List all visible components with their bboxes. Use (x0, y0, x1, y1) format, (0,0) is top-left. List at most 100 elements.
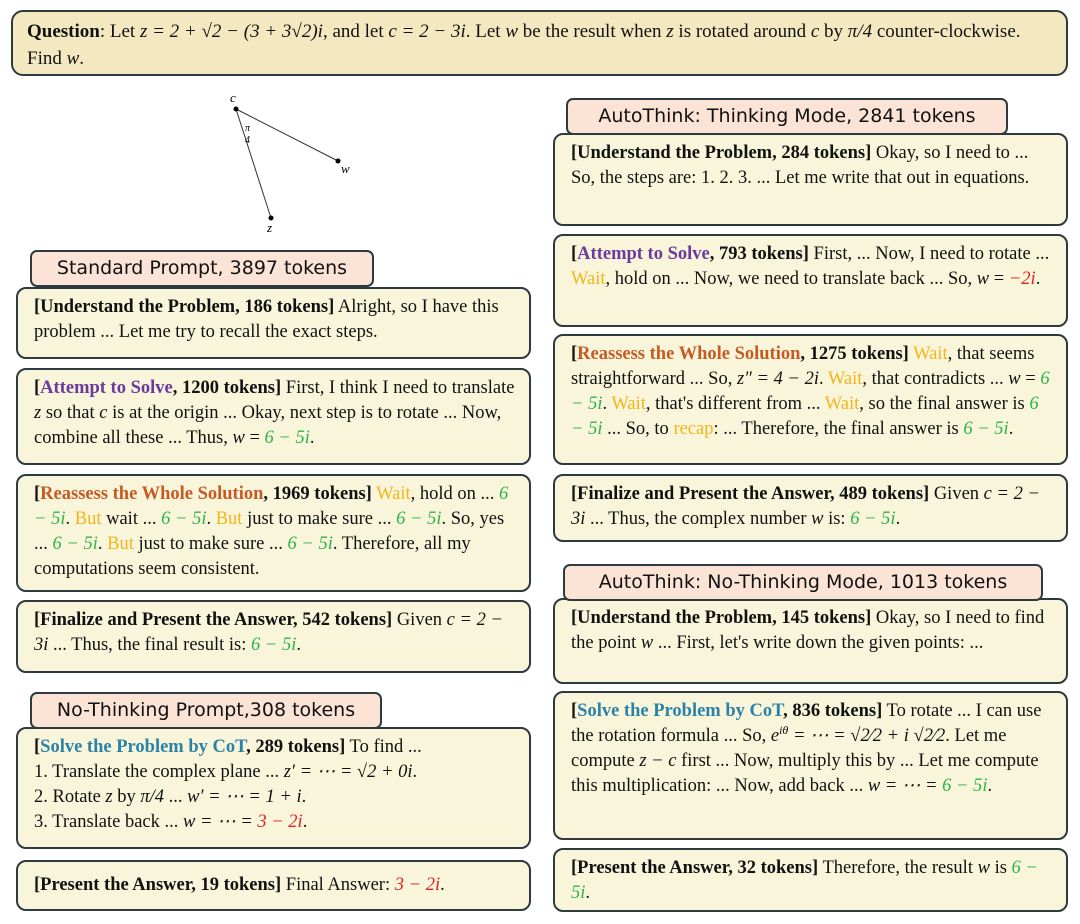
text-segment: . (440, 875, 445, 895)
text-segment: 6 − 5i (396, 509, 442, 529)
point-c (233, 106, 239, 112)
text-segment: is rotated around (673, 21, 811, 42)
text-segment: w (977, 858, 990, 878)
text-segment: z (105, 787, 113, 807)
text-segment: w′ = ⋯ = 1 + i (187, 787, 302, 807)
text-segment: . (585, 883, 591, 903)
text-segment: 6 − 5i (942, 776, 988, 796)
text-segment: Given (392, 610, 447, 630)
text-segment: so that (41, 403, 100, 423)
text-segment: Attempt to Solve (40, 378, 173, 398)
box-text: [Reassess the Whole Solution, 1969 token… (34, 482, 515, 582)
text-segment: be the result when (518, 21, 667, 42)
text-segment: , 1969 tokens] (263, 484, 372, 504)
text-segment: Alright, so I have this problem ... Let … (34, 297, 499, 342)
text-segment: . (309, 428, 315, 448)
segment-c-z (235, 108, 272, 219)
text-segment: ... (164, 787, 188, 807)
box-text: [Present the Answer, 32 tokens] Therefor… (571, 856, 1052, 906)
text-segment: . (1035, 269, 1041, 289)
step-reassess: [Reassess the Whole Solution, 1275 token… (553, 334, 1068, 465)
segment-c-w (235, 108, 339, 162)
label-angle-den: 4 (245, 135, 250, 146)
text-segment: 3 − 2i (257, 812, 303, 832)
text-segment: 6 − 5i (963, 419, 1009, 439)
text-segment: [ (34, 484, 41, 504)
text-segment: . (987, 776, 993, 796)
text-segment: 1. Translate the complex plane ... (34, 762, 284, 782)
text-segment: , 1275 tokens] (800, 344, 909, 364)
text-segment: . (602, 394, 612, 414)
text-segment: To rotate ... I can use the rotation for… (571, 701, 1042, 746)
text-segment: Attempt to Solve (577, 244, 710, 264)
text-segment: , hold on ... (410, 484, 500, 504)
text-segment: just to make sure ... (242, 509, 397, 529)
text-segment: w (811, 509, 824, 529)
step-cot: [Solve the Problem by CoT, 836 tokens] T… (553, 691, 1068, 840)
text-segment: −2i (1008, 269, 1036, 289)
box-text: [Attempt to Solve, 1200 tokens] First, I… (34, 376, 515, 451)
text-segment: , that's different from ... (645, 394, 825, 414)
box-text: [Understand the Problem, 186 tokens] Alr… (34, 295, 515, 345)
step-present: [Present the Answer, 19 tokens] Final An… (16, 860, 531, 911)
step-understand: [Understand the Problem, 284 tokens] Oka… (553, 133, 1068, 226)
text-segment: π/4 (847, 21, 873, 42)
text-segment: , and let (322, 21, 389, 42)
text-segment: z − c (639, 751, 677, 771)
header-autothink-nothinking: AutoThink: No-Thinking Mode, 1013 tokens (563, 564, 1043, 601)
question-box: Question: Let z = 2 + √2 − (3 + 3√2)i, a… (11, 10, 1068, 76)
text-segment: , so the final answer is (859, 394, 1030, 414)
text-segment: [Finalize and Present the Answer, 489 to… (571, 484, 930, 504)
text-segment: . (79, 48, 85, 69)
text-segment: [Understand the Problem, 284 tokens] (571, 143, 872, 163)
step-understand: [Understand the Problem, 145 tokens] Oka… (553, 598, 1068, 684)
text-segment: ... So, to (602, 419, 674, 439)
text-segment: 6 − 5i (264, 428, 310, 448)
point-z (268, 215, 274, 221)
text-segment: [Present the Answer, 19 tokens] (34, 875, 282, 895)
text-segment: . So, yes ... (34, 509, 505, 554)
text-segment: w (640, 633, 654, 653)
text-segment: c (99, 403, 108, 423)
text-segment: z′ = ⋯ = √2 + 0i (283, 762, 413, 782)
text-segment: To find ... (345, 737, 422, 757)
text-segment: : Let (99, 21, 140, 42)
text-segment: : ... Therefore, the final answer is (713, 419, 964, 439)
step-present: [Present the Answer, 32 tokens] Therefor… (553, 848, 1068, 912)
text-segment: iθ (779, 722, 789, 737)
text-segment: , that seems straightforward ... So, (571, 344, 1035, 389)
text-segment: . Let me compute (571, 726, 1007, 771)
text-segment: [Finalize and Present the Answer, 542 to… (34, 610, 393, 630)
text-segment: Therefore, the result (818, 858, 978, 878)
step-attempt: [Attempt to Solve, 793 tokens] First, ..… (553, 234, 1068, 327)
text-segment: 6 − 5i (287, 534, 333, 554)
text-segment: , 793 tokens] (709, 244, 809, 264)
box-text: [Finalize and Present the Answer, 542 to… (34, 608, 515, 658)
text-segment: . (818, 369, 828, 389)
text-segment: . (895, 509, 901, 529)
text-segment: z″ = 4 − 2i (736, 369, 819, 389)
text-segment: 3. Translate back ... (34, 812, 184, 832)
text-segment: 6 − 5i (571, 369, 1050, 414)
text-segment: Wait (571, 269, 606, 289)
text-segment: . (412, 762, 418, 782)
text-segment: ... First, let's write down the given po… (653, 633, 984, 653)
text-segment: Okay, so I need to ... So, the steps are… (571, 143, 1030, 188)
text-segment: w = ⋯ = (183, 812, 258, 832)
text-segment: = ⋯ = √2⁄2 + i √2⁄2 (788, 726, 946, 746)
text-segment: [ (34, 378, 41, 398)
box-text: [Present the Answer, 19 tokens] Final An… (34, 868, 515, 903)
box-text: [Solve the Problem by CoT, 289 tokens] T… (34, 735, 515, 835)
box-text: [Understand the Problem, 145 tokens] Oka… (571, 606, 1052, 656)
text-segment: w (505, 21, 518, 42)
label-z: z (266, 220, 272, 235)
text-segment: . (301, 787, 307, 807)
text-segment: c = 2 − 3i (34, 610, 503, 655)
text-segment: = (989, 269, 1009, 289)
step-understand: [Understand the Problem, 186 tokens] Alr… (16, 287, 531, 359)
text-segment: w (976, 269, 990, 289)
text-segment: But (107, 534, 134, 554)
header-standard-prompt: Standard Prompt, 3897 tokens (30, 250, 374, 287)
label-c: c (230, 90, 236, 105)
text-segment: by (819, 21, 848, 42)
